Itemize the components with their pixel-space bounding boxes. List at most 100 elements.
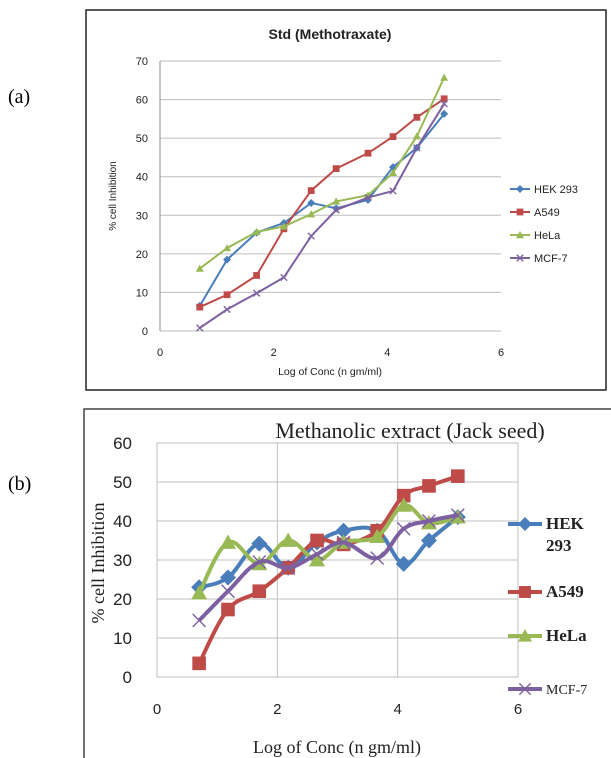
chart-a-ytick-label: 50 <box>136 133 148 145</box>
chart-a-series-line <box>199 97 445 308</box>
chart-a-series-line <box>198 113 445 307</box>
chart-b-legend-marker <box>518 682 532 696</box>
chart-a-legend-marker <box>516 185 524 193</box>
chart-b-legend-label: A549 <box>546 582 584 601</box>
chart-a-point <box>364 193 372 202</box>
chart-a-point <box>440 100 448 108</box>
chart-b-point <box>280 532 297 547</box>
chart-a-point <box>223 305 231 314</box>
chart-a-legend-label: A549 <box>534 207 560 219</box>
chart-a-point <box>440 95 448 103</box>
chart-a-point <box>307 210 316 218</box>
chart-b-xtick-label: 6 <box>514 701 522 718</box>
chart-b-point <box>192 656 206 671</box>
chart-b-point <box>336 535 351 550</box>
chart-b-legend-label: HEK <box>546 514 585 533</box>
chart-a-point <box>279 222 288 230</box>
chart-a-point <box>196 303 204 311</box>
chart-b-legend-label: MCF-7 <box>546 683 587 698</box>
chart-a-ytick-label: 70 <box>136 56 148 68</box>
chart-b-point <box>281 560 296 575</box>
chart-a-point <box>389 187 397 195</box>
chart-b-series-line <box>197 513 459 622</box>
chart-b-point <box>219 534 236 549</box>
chart-a-point <box>332 204 341 213</box>
chart-a-point <box>195 264 204 272</box>
chart-b-point <box>221 584 235 599</box>
chart-b-ytick-label: 10 <box>113 629 132 648</box>
chart-b-point <box>370 551 385 565</box>
chart-a-ytick-label: 20 <box>136 249 148 261</box>
chart-b-title: Methanolic extract (Jack seed) <box>275 418 544 443</box>
chart-b-point <box>192 613 207 628</box>
chart-b-legend-marker <box>519 586 531 598</box>
chart-a-point <box>307 198 316 207</box>
chart-a-xtick-label: 2 <box>271 347 277 359</box>
chart-a-ytick-label: 60 <box>136 95 148 107</box>
chart-b-point <box>310 533 324 548</box>
chart-b-ytick-label: 20 <box>113 590 132 609</box>
panel-label-a: (a) <box>8 86 31 108</box>
chart-a-legend-label: HeLa <box>534 230 561 242</box>
chart-b-series-line <box>198 515 460 590</box>
chart-b-legend-marker <box>518 517 532 531</box>
chart-a-point <box>332 206 340 214</box>
chart-a-series-line <box>199 103 446 329</box>
chart-a-point <box>307 232 315 240</box>
chart-b-point <box>219 569 236 586</box>
chart-b-point <box>335 522 352 539</box>
chart-b-point <box>252 584 267 598</box>
chart-b-xtick-label: 2 <box>273 701 281 718</box>
chart-b-series-line <box>197 474 459 665</box>
chart-a-legend-marker <box>516 231 524 239</box>
chart-a-point <box>364 149 372 157</box>
chart-a-point <box>389 168 398 177</box>
chart-b-point <box>422 479 436 493</box>
chart-a-point <box>252 227 261 236</box>
chart-b-point <box>396 521 411 536</box>
chart-a-point <box>413 144 421 152</box>
chart-a-legend-marker <box>516 208 524 216</box>
chart-a-point <box>280 273 288 282</box>
chart-a-series-line <box>199 77 446 270</box>
chart-a-point <box>413 113 421 121</box>
chart-b-point <box>395 555 412 572</box>
chart-b-point <box>310 547 324 562</box>
chart-a-ylabel: % cell Inhibition <box>108 161 119 230</box>
chart-b-ytick-label: 40 <box>113 512 132 531</box>
chart-a-point <box>389 133 397 140</box>
chart-a-point <box>223 244 232 252</box>
chart-a-point <box>196 324 204 332</box>
chart-a-point <box>307 187 315 194</box>
chart-b-frame <box>83 408 611 758</box>
chart-b-point <box>252 555 267 569</box>
chart-b-xlabel: Log of Conc (n gm/ml) <box>253 737 421 758</box>
panel-label-b: (b) <box>8 473 32 495</box>
chart-a-title: Std (Methotraxate) <box>269 26 392 42</box>
chart-a-legend-marker <box>516 254 524 262</box>
chart-a-point <box>223 255 232 264</box>
chart-b-ylabel: % cell Inhibition <box>88 503 108 624</box>
chart-a-ytick-label: 30 <box>136 210 148 222</box>
chart-b-legend-label: HeLa <box>546 626 587 645</box>
chart-b-point <box>191 585 208 600</box>
chart-a-xlabel: Log of Conc (n gm/ml) <box>278 366 382 378</box>
chart-a-xtick-label: 0 <box>157 347 163 359</box>
chart-b-point <box>395 497 412 512</box>
chart-b-ytick-label: 0 <box>123 668 132 687</box>
chart-a-point <box>332 165 340 173</box>
chart-a-point <box>252 289 261 297</box>
chart-b-series-line <box>197 503 459 595</box>
chart-b-point <box>451 469 465 483</box>
chart-a-xtick-label: 4 <box>384 347 390 359</box>
chart-b-point <box>420 532 437 549</box>
chart-a-ytick-label: 0 <box>142 326 148 338</box>
chart-a-point <box>332 197 341 205</box>
chart-b-point <box>369 528 386 543</box>
chart-b-ytick-label: 60 <box>113 434 132 453</box>
chart-a: 0 10 20 30 40 50 60 70 0 2 4 6 Std (Methotraxate) Log… <box>85 9 607 391</box>
chart-b-point <box>450 508 465 523</box>
chart-b-legend-marker <box>518 629 532 642</box>
chart-a-point <box>253 272 261 279</box>
